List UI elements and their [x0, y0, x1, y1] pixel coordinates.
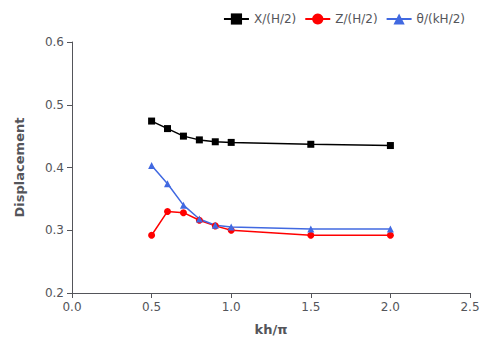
- svg-text:0.5: 0.5: [45, 98, 64, 112]
- svg-text:Displacement: Displacement: [12, 118, 27, 218]
- svg-text:θ/(kH/2): θ/(kH/2): [417, 12, 465, 26]
- svg-text:1.0: 1.0: [222, 300, 241, 314]
- svg-text:Z/(H/2): Z/(H/2): [335, 12, 377, 26]
- svg-text:0.3: 0.3: [45, 223, 64, 237]
- svg-text:2.5: 2.5: [460, 300, 479, 314]
- svg-text:2.0: 2.0: [381, 300, 400, 314]
- svg-text:0.4: 0.4: [45, 161, 64, 175]
- svg-text:0.2: 0.2: [45, 286, 64, 300]
- svg-text:X/(H/2): X/(H/2): [254, 12, 296, 26]
- svg-text:1.5: 1.5: [301, 300, 320, 314]
- svg-text:0.6: 0.6: [45, 35, 64, 49]
- svg-text:0.0: 0.0: [62, 300, 81, 314]
- svg-text:0.5: 0.5: [142, 300, 161, 314]
- svg-text:kh/π: kh/π: [255, 322, 288, 337]
